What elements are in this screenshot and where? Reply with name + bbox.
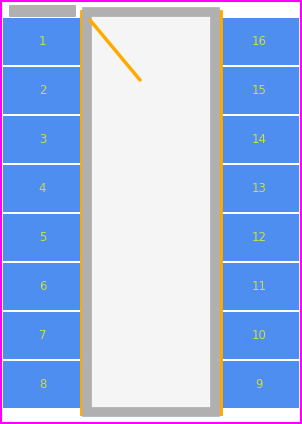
Bar	[220, 263, 299, 310]
Bar	[220, 312, 299, 359]
Bar	[82, 12, 220, 413]
Bar	[87, 12, 215, 412]
Text: 1: 1	[39, 35, 46, 48]
Bar	[220, 214, 299, 261]
Bar	[220, 361, 299, 408]
Text: 14: 14	[252, 133, 267, 146]
Bar	[220, 165, 299, 212]
Bar	[220, 116, 299, 163]
Bar	[3, 214, 82, 261]
Text: 4: 4	[39, 182, 46, 195]
Text: 12: 12	[252, 231, 267, 244]
Bar	[3, 263, 82, 310]
Bar	[220, 18, 299, 65]
FancyBboxPatch shape	[9, 5, 76, 17]
Text: 15: 15	[252, 84, 267, 97]
Bar	[220, 67, 299, 114]
Text: 3: 3	[39, 133, 46, 146]
Text: 16: 16	[252, 35, 267, 48]
Bar	[3, 67, 82, 114]
Text: 7: 7	[39, 329, 46, 342]
Text: 13: 13	[252, 182, 267, 195]
Text: 11: 11	[252, 280, 267, 293]
Text: 9: 9	[256, 378, 263, 391]
Text: 8: 8	[39, 378, 46, 391]
Text: 6: 6	[39, 280, 46, 293]
Text: 5: 5	[39, 231, 46, 244]
Text: 10: 10	[252, 329, 267, 342]
Bar	[3, 361, 82, 408]
Bar	[3, 312, 82, 359]
Bar	[3, 165, 82, 212]
Text: 2: 2	[39, 84, 46, 97]
Bar	[3, 18, 82, 65]
Bar	[3, 116, 82, 163]
